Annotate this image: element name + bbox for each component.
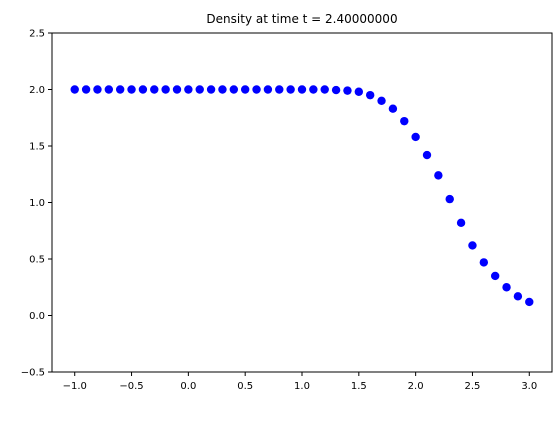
x-tick-label: 2.5 — [465, 381, 481, 392]
data-point — [138, 85, 148, 94]
data-point — [309, 85, 318, 94]
data-point — [206, 85, 216, 94]
y-tick-label: 1.0 — [29, 198, 45, 209]
data-point — [331, 85, 341, 95]
data-point — [286, 85, 295, 94]
x-tick-label: 0.0 — [180, 381, 196, 392]
data-point — [479, 258, 489, 267]
data-point — [525, 297, 534, 307]
data-point — [184, 85, 193, 94]
x-axis-ticks: −1.0 −0.5 0.0 0.5 1.0 1.5 2.0 2.5 3.0 — [63, 372, 537, 392]
data-point — [513, 292, 523, 301]
axes-frame — [51, 32, 553, 373]
data-point — [468, 241, 477, 250]
data-point — [150, 85, 159, 94]
x-tick-label: 1.0 — [294, 381, 310, 392]
y-tick-label: −0.5 — [21, 368, 45, 379]
data-point — [115, 85, 125, 94]
data-point — [240, 85, 250, 94]
data-point — [377, 96, 386, 106]
data-point — [502, 283, 511, 292]
x-tick-label: 1.5 — [351, 381, 367, 392]
x-tick-label: 3.0 — [521, 381, 537, 392]
x-tick-label: −1.0 — [63, 381, 87, 392]
data-point — [400, 116, 409, 126]
data-point — [320, 85, 329, 94]
data-point — [218, 85, 227, 94]
data-point — [490, 271, 500, 281]
y-tick-label: 0.5 — [29, 255, 45, 266]
data-point — [343, 86, 352, 95]
data-point — [445, 194, 454, 204]
data-point — [434, 171, 443, 180]
data-point — [411, 132, 420, 142]
y-tick-label: 1.5 — [29, 142, 45, 153]
x-tick-label: 2.0 — [408, 381, 424, 392]
data-point — [365, 90, 375, 100]
data-point — [81, 85, 91, 94]
data-point — [104, 85, 114, 94]
data-point — [172, 85, 182, 94]
scatter-points — [70, 85, 534, 307]
data-point — [229, 85, 239, 94]
data-point — [70, 85, 79, 94]
data-point — [127, 85, 136, 94]
y-axis-ticks: −0.5 0.0 0.5 1.0 1.5 2.0 2.5 — [21, 29, 52, 379]
data-point — [93, 85, 102, 94]
data-point — [161, 85, 170, 94]
data-point — [456, 218, 466, 228]
data-point — [263, 85, 273, 94]
data-point — [195, 85, 204, 94]
x-tick-label: −0.5 — [119, 381, 143, 392]
chart-title: Density at time t = 2.40000000 — [206, 12, 397, 26]
data-point — [297, 85, 307, 94]
data-point — [388, 104, 398, 113]
data-point — [354, 87, 364, 96]
y-tick-label: 0.0 — [29, 311, 45, 322]
x-tick-label: 0.5 — [237, 381, 253, 392]
data-point — [275, 85, 284, 94]
data-point — [422, 150, 432, 160]
y-tick-label: 2.0 — [29, 85, 45, 96]
y-tick-label: 2.5 — [29, 29, 45, 40]
data-point — [252, 85, 261, 94]
